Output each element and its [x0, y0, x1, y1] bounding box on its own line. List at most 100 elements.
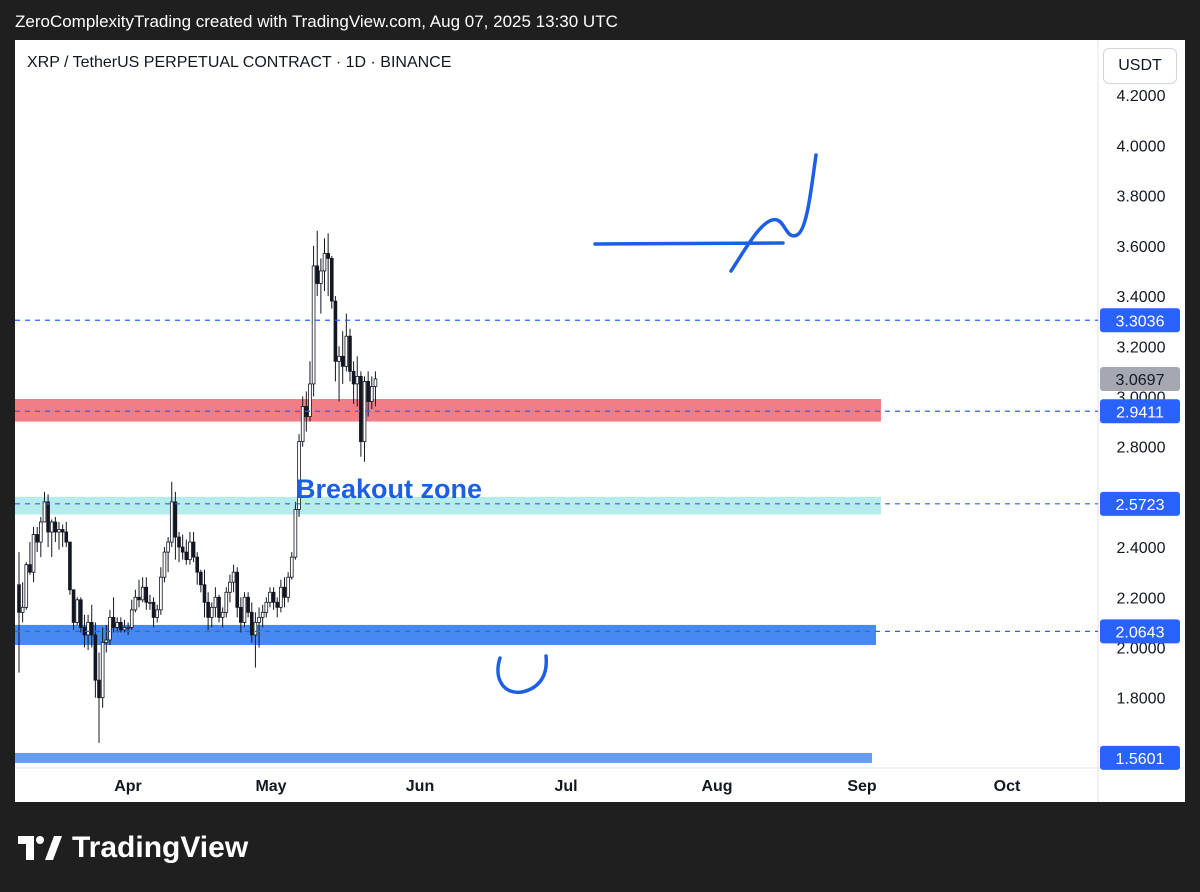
price-label-badge: [1100, 366, 1180, 391]
candle-body: [151, 601, 156, 618]
candle-body: [308, 383, 312, 417]
candle-body: [282, 586, 287, 598]
candle-body: [173, 501, 178, 538]
tradingview-brand: TradingView: [18, 831, 248, 865]
candle-body: [228, 581, 232, 593]
candle-body: [68, 541, 72, 591]
candle-body: [71, 589, 76, 623]
candle-body: [344, 335, 349, 367]
annotation-breakout-zone: Breakout zone: [296, 474, 482, 504]
candle-body: [191, 541, 196, 558]
x-axis-label: May: [255, 778, 286, 795]
candle-body: [108, 616, 112, 641]
candle-body: [297, 441, 301, 510]
candle-body: [206, 601, 210, 618]
y-tick-label: 2.0000: [1117, 641, 1166, 658]
candle-body: [115, 622, 119, 628]
candle-body: [351, 370, 356, 385]
price-zone: [15, 398, 881, 422]
candle-body: [242, 596, 247, 623]
candle-body: [97, 679, 101, 699]
candle-body: [162, 551, 167, 578]
candle-body: [46, 501, 50, 533]
chart-frame: 4.2000 4.0000 3.8000 3.6000 3.4000 3.2000 3.00…: [15, 40, 1185, 802]
candle-body: [257, 616, 261, 623]
candle-body: [235, 571, 240, 608]
price-label-badge: [1100, 745, 1180, 770]
candle-body: [333, 300, 338, 362]
brand-name: TradingView: [72, 831, 249, 864]
candle-body: [279, 586, 283, 608]
price-label-badge: [1100, 399, 1180, 424]
candle-body: [359, 375, 363, 443]
candle-body: [202, 584, 207, 603]
y-tick-label: 3.8000: [1117, 189, 1166, 206]
candle-body: [315, 265, 320, 284]
candle-body: [137, 596, 141, 601]
price-label-badge: [1100, 308, 1180, 333]
x-axis-label: Apr: [114, 778, 142, 795]
candle-body: [89, 622, 94, 636]
y-tick-label: 1.8000: [1117, 691, 1166, 708]
candlestick-chart[interactable]: 4.20004.00003.80003.60003.40003.20003.00…: [15, 40, 1185, 802]
candle-body: [271, 591, 276, 603]
x-axis-label: Sep: [847, 778, 877, 795]
price-label-badge: [1100, 619, 1180, 644]
x-axis-label: Jul: [554, 778, 577, 795]
candle-body: [217, 596, 221, 618]
candle-body: [239, 606, 243, 623]
currency-selector[interactable]: USDT: [1103, 48, 1177, 84]
candle-body: [373, 378, 378, 387]
y-tick-label: 3.6000: [1117, 239, 1166, 256]
candle-body: [326, 252, 330, 259]
candle-body: [199, 571, 203, 586]
candle-body: [133, 596, 138, 611]
candle-body: [311, 265, 316, 385]
candle-body: [340, 355, 345, 367]
candle-body: [319, 270, 323, 284]
candle-body: [249, 611, 254, 636]
candle-body: [260, 611, 265, 618]
candle-body: [28, 564, 32, 573]
candle-body: [289, 556, 294, 578]
y-tick-label: 2.8000: [1117, 440, 1166, 457]
candle-body: [177, 536, 181, 548]
candle-body: [369, 386, 374, 402]
candle-body: [264, 601, 269, 613]
candle-body: [49, 521, 54, 533]
candle-body: [300, 406, 305, 443]
y-tick-label: 4.0000: [1117, 138, 1166, 155]
candle-body: [17, 584, 21, 613]
candle-body: [348, 335, 352, 372]
candle-body: [209, 606, 214, 618]
candle-body: [224, 591, 229, 613]
candle-body: [144, 586, 149, 603]
y-tick-label: 2.2000: [1117, 590, 1166, 607]
candle-body: [169, 501, 174, 543]
candle-body: [86, 622, 90, 636]
candle-body: [184, 551, 189, 561]
price-label-text: 2.5723: [1116, 497, 1165, 514]
price-label-badge: [1100, 491, 1180, 516]
attribution-header: ZeroComplexityTrading created with Tradi…: [15, 12, 618, 31]
y-tick-label: 3.2000: [1117, 339, 1166, 356]
candle-body: [148, 601, 152, 604]
price-zone: [15, 624, 876, 645]
candle-body: [42, 501, 47, 523]
candle-body: [140, 586, 145, 601]
candle-body: [75, 599, 79, 623]
candle-body: [366, 381, 370, 402]
candle-body: [337, 355, 341, 362]
candle-body: [126, 627, 130, 629]
price-label-text: 3.0697: [1116, 372, 1165, 389]
candle-body: [213, 596, 218, 608]
candle-body: [195, 556, 200, 573]
candle-body: [253, 622, 258, 636]
candle-body: [231, 571, 236, 583]
candle-body: [246, 596, 250, 613]
y-tick-label: 3.4000: [1117, 289, 1166, 306]
candle-body: [180, 546, 185, 553]
candle-body: [39, 521, 43, 543]
candle-body: [329, 257, 334, 302]
candle-body: [104, 639, 109, 643]
